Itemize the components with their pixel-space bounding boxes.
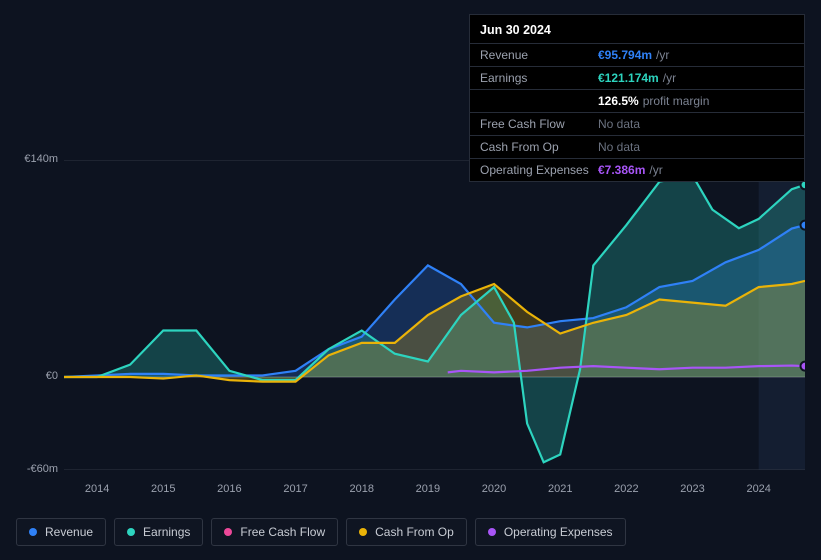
x-axis-tick-label: 2023 [680,483,704,495]
tooltip-row-label: Cash From Op [480,140,598,154]
tooltip-date: Jun 30 2024 [470,15,804,44]
x-axis-labels: 2014 2015 2016 2017 2018 2019 2020 2021 2022 2023… [16,483,805,501]
chart-legend: Revenue Earnings Free Cash Flow Cash From O… [16,518,626,546]
x-axis-tick-label: 2018 [349,483,373,495]
legend-item-cfo[interactable]: Cash From Op [346,518,467,546]
legend-item-fcf[interactable]: Free Cash Flow [211,518,338,546]
tooltip-row-value: No data [598,140,640,154]
tooltip-row-value: No data [598,117,640,131]
x-axis-tick-label: 2014 [85,483,109,495]
tooltip-row: Earnings€121.174m/yr [470,67,804,90]
legend-item-earnings[interactable]: Earnings [114,518,203,546]
chart-container: Jun 30 2024 Revenue€95.794m/yrEarnings€1… [0,0,821,560]
tooltip-row: 126.5% profit margin [470,90,804,113]
chart-svg [64,160,805,470]
legend-dot-icon [359,528,367,536]
y-axis-tick-label: €0 [16,370,58,382]
x-axis-tick-label: 2022 [614,483,638,495]
tooltip-row: Cash From OpNo data [470,136,804,159]
legend-dot-icon [127,528,135,536]
legend-dot-icon [488,528,496,536]
series-marker-revenue [801,221,806,230]
x-axis-tick-label: 2019 [416,483,440,495]
y-axis-tick-label: -€60m [16,463,58,475]
x-axis-tick-label: 2020 [482,483,506,495]
tooltip-rows: Revenue€95.794m/yrEarnings€121.174m/yr12… [470,44,804,181]
tooltip-row-label: Free Cash Flow [480,117,598,131]
legend-item-label: Free Cash Flow [240,525,325,539]
tooltip-row-suffix: /yr [663,71,676,85]
tooltip-row-value: €7.386m [598,163,645,177]
legend-item-label: Earnings [143,525,190,539]
tooltip-row: Revenue€95.794m/yr [470,44,804,67]
x-axis-tick-label: 2017 [283,483,307,495]
legend-item-label: Revenue [45,525,93,539]
tooltip-row-label: Operating Expenses [480,163,598,177]
tooltip-row-value: €95.794m [598,48,652,62]
legend-item-revenue[interactable]: Revenue [16,518,106,546]
tooltip-row-suffix: profit margin [643,94,710,108]
chart-plot-area[interactable]: €140m€0-€60m [16,160,805,480]
tooltip-row: Operating Expenses€7.386m/yr [470,159,804,181]
tooltip-row-suffix: /yr [656,48,669,62]
tooltip-row-label: Revenue [480,48,598,62]
x-axis-tick-label: 2016 [217,483,241,495]
tooltip-row-label: Earnings [480,71,598,85]
tooltip-row-value: 126.5% [598,94,639,108]
legend-item-label: Cash From Op [375,525,454,539]
x-axis-tick-label: 2015 [151,483,175,495]
tooltip-row-label [480,94,598,108]
legend-dot-icon [29,528,37,536]
legend-item-opex[interactable]: Operating Expenses [475,518,626,546]
x-axis-tick-label: 2021 [548,483,572,495]
chart-tooltip: Jun 30 2024 Revenue€95.794m/yrEarnings€1… [469,14,805,182]
tooltip-row-suffix: /yr [649,163,662,177]
y-axis-tick-label: €140m [16,153,58,165]
x-axis-tick-label: 2024 [746,483,770,495]
tooltip-row-value: €121.174m [598,71,659,85]
legend-dot-icon [224,528,232,536]
tooltip-row: Free Cash FlowNo data [470,113,804,136]
legend-item-label: Operating Expenses [504,525,613,539]
series-marker-opex [801,362,806,371]
